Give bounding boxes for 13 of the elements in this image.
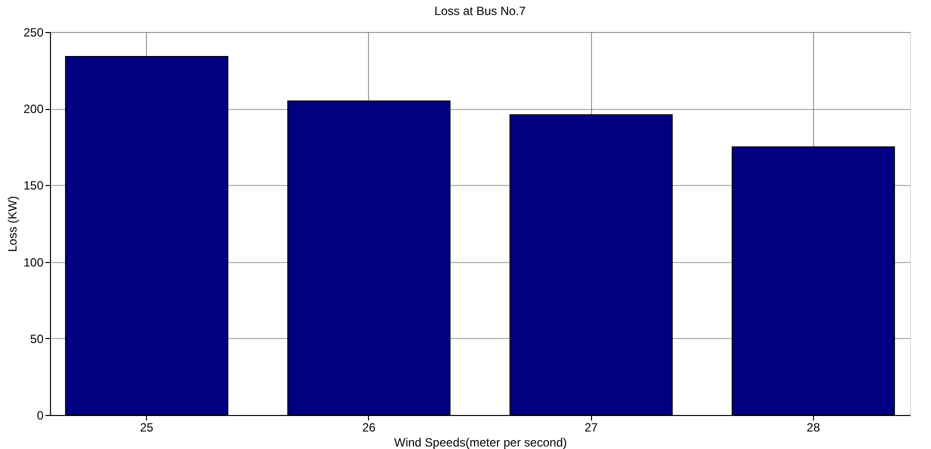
x-tick-label: 28 [806, 420, 820, 434]
y-tick-label: 50 [30, 332, 44, 346]
y-axis-title: Loss (KW) [5, 196, 20, 252]
y-tick-label: 150 [23, 178, 44, 193]
x-tick-label: 26 [362, 420, 376, 434]
y-tick-label: 200 [23, 102, 44, 116]
y-tick-label: 100 [23, 255, 44, 270]
y-tick-label: 0 [36, 408, 44, 422]
x-tick-label: 25 [140, 420, 154, 434]
chart-title: Loss at Bus No.7 [434, 4, 526, 18]
y-tick-label: 250 [23, 26, 44, 40]
x-tick-label: 27 [584, 420, 598, 434]
x-axis-title: Wind Speeds(meter per second) [394, 436, 567, 449]
